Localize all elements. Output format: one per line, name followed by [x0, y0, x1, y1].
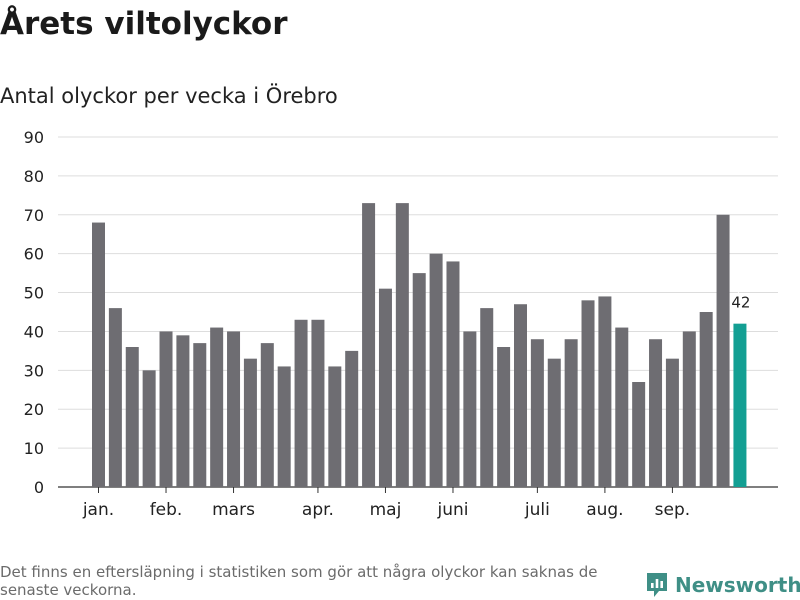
bar	[564, 339, 578, 487]
bar	[108, 308, 122, 487]
bar	[193, 343, 207, 487]
x-tick-label: juli	[524, 500, 550, 520]
bar	[649, 339, 663, 487]
x-tick-label: sep.	[655, 500, 691, 520]
bar	[716, 214, 730, 487]
bar	[682, 331, 696, 487]
bar	[395, 203, 409, 487]
bar	[463, 331, 477, 487]
bar	[345, 350, 359, 487]
bar-chart: 0 10 20 30 40 50 60 70 80 90 jan. feb. mars apr. maj ju…	[24, 128, 778, 520]
brand-name: Newsworthy	[675, 573, 800, 597]
bar	[480, 308, 494, 487]
x-tick-label: jan.	[82, 500, 114, 520]
bar	[328, 366, 342, 487]
highlight-data-label: 42	[731, 294, 750, 312]
bar	[159, 331, 173, 487]
bar	[429, 253, 443, 487]
bar	[378, 288, 392, 487]
bar	[176, 335, 190, 487]
bar	[362, 203, 376, 487]
bar	[598, 296, 612, 487]
bar	[294, 319, 308, 487]
x-tick-label: juni	[436, 500, 468, 520]
chart-subtitle: Antal olyckor per vecka i Örebro	[0, 84, 338, 108]
y-tick-label: 10	[24, 439, 44, 458]
bar	[260, 343, 274, 487]
bar	[446, 261, 460, 487]
bar-highlight	[733, 323, 747, 487]
y-tick-label: 20	[24, 400, 44, 419]
bar	[125, 347, 139, 487]
x-tick-label: aug.	[586, 500, 623, 520]
bar	[615, 327, 629, 487]
y-tick-label: 60	[24, 245, 44, 264]
y-tick-label: 80	[24, 167, 44, 186]
y-tick-label: 0	[34, 478, 44, 497]
y-tick-label: 50	[24, 284, 44, 303]
bar	[210, 327, 224, 487]
bar	[581, 300, 595, 487]
brand-logo: Newsworthy	[645, 570, 800, 600]
bar	[530, 339, 544, 487]
x-tick-label: feb.	[150, 500, 183, 520]
y-tick-label: 40	[24, 322, 44, 341]
y-tick-label: 30	[24, 361, 44, 380]
bar	[277, 366, 291, 487]
bar	[227, 331, 241, 487]
bar	[665, 358, 679, 487]
bar	[142, 370, 156, 487]
footnote: Det finns en eftersläpning i statistiken…	[0, 563, 598, 599]
y-tick-label: 90	[24, 128, 44, 147]
bar	[514, 304, 527, 487]
bar	[92, 222, 105, 488]
newsworthy-logo-icon	[647, 573, 667, 597]
bar	[632, 382, 646, 487]
x-tick-label: apr.	[302, 500, 334, 520]
bar	[243, 358, 257, 487]
bar	[699, 312, 713, 487]
chart-title: Årets viltolyckor	[0, 6, 288, 42]
bar	[311, 319, 325, 487]
x-tick-label: maj	[370, 500, 402, 520]
y-tick-label: 70	[24, 206, 44, 225]
bar	[547, 358, 561, 487]
x-tick-label: mars	[212, 500, 255, 520]
bar	[412, 273, 426, 487]
bar	[497, 347, 511, 487]
